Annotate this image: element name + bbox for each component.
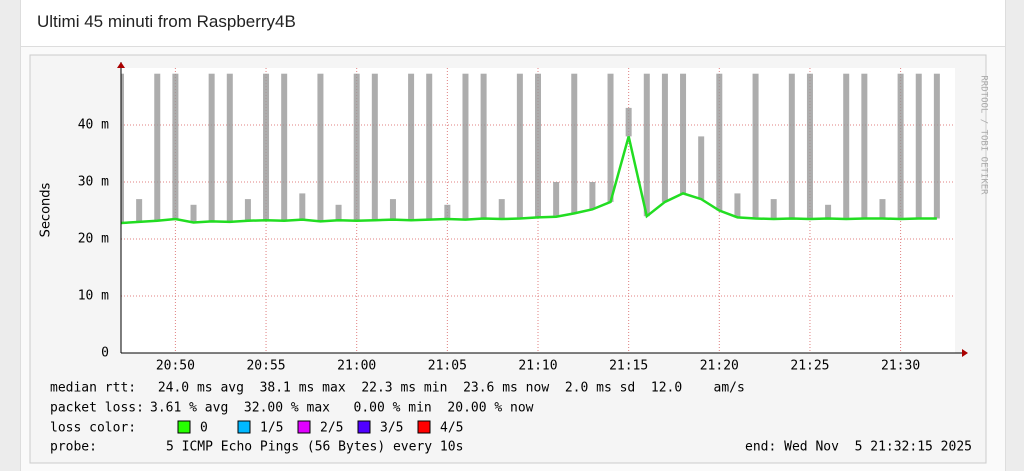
legend-label: 0 <box>200 421 208 436</box>
x-tick-label: 21:20 <box>700 359 739 374</box>
x-tick-label: 21:10 <box>518 359 557 374</box>
smoke-bar <box>553 182 560 217</box>
probe-text: 5 ICMP Echo Pings (56 Bytes) every 10s <box>166 440 463 455</box>
labels: 0 10 m 20 m 30 m 40 m 20:50 20:55 21:00 21:05 21:… <box>50 118 972 455</box>
smoke-bar <box>643 73 650 217</box>
smoke-bar <box>444 204 451 220</box>
end-time: end: Wed Nov 5 21:32:15 2025 <box>745 440 972 455</box>
y-tick-label: 40 m <box>78 118 109 133</box>
smoke-bar <box>263 73 270 221</box>
legend-swatch <box>357 420 371 434</box>
smoke-bar <box>516 73 523 219</box>
smoke-bar <box>661 73 668 202</box>
smoke-bar <box>426 73 433 220</box>
legend-swatch <box>237 420 251 434</box>
smoke-bar <box>897 73 904 220</box>
smoke-bar <box>589 182 596 210</box>
median-line <box>121 136 937 225</box>
stat-label: median rtt: <box>50 381 136 396</box>
legend-swatch <box>417 420 431 434</box>
marks <box>121 73 940 225</box>
smoke-bar <box>462 73 469 220</box>
loss-color-label: loss color: <box>50 421 136 436</box>
smoke-bar <box>680 73 687 194</box>
x-tick-label: 20:55 <box>246 359 285 374</box>
smoke-bar <box>136 199 143 222</box>
y-tick-label: 0 <box>101 346 109 361</box>
smoke-bar <box>716 73 723 211</box>
x-tick-label: 21:00 <box>337 359 376 374</box>
smoke-bar <box>371 73 378 221</box>
smoke-bar <box>788 73 795 219</box>
legend-label: 4/5 <box>440 421 463 436</box>
y-tick-label: 20 m <box>78 232 109 247</box>
y-tick-label: 30 m <box>78 175 109 190</box>
smoke-bar <box>244 199 251 221</box>
card-title: Ultimi 45 minuti from Raspberry4B <box>37 12 296 31</box>
stat-text: 3.61 % avg 32.00 % max 0.00 % min 20.00 … <box>150 401 534 416</box>
smoke-bar <box>208 73 215 222</box>
smoke-bar <box>825 204 832 219</box>
smoke-bar <box>861 73 868 219</box>
smoke-bar <box>734 193 741 218</box>
smoke-bar <box>317 73 324 222</box>
legend-swatch <box>177 420 191 434</box>
legend-label: 2/5 <box>320 421 343 436</box>
y-tick-label: 10 m <box>78 289 109 304</box>
stat-text: 24.0 ms avg 38.1 ms max 22.3 ms min 23.6… <box>150 381 745 396</box>
smoke-bar <box>607 73 614 202</box>
watermark: RRDTOOL / TOBI OETIKER <box>979 75 989 195</box>
y-axis-label: Seconds <box>39 182 54 237</box>
smoke-bar <box>933 73 940 219</box>
smoke-bar <box>121 73 124 224</box>
smoke-bar <box>281 73 288 221</box>
smoke-bar <box>353 73 360 221</box>
smoke-bar <box>770 199 777 220</box>
smoke-bar <box>498 199 505 220</box>
smoke-bar <box>154 73 161 221</box>
stat-label: packet loss: <box>50 401 144 416</box>
x-tick-label: 21:30 <box>881 359 920 374</box>
smoke-bar <box>625 107 632 137</box>
smoke-bar <box>190 204 197 223</box>
legend-label: 3/5 <box>380 421 403 436</box>
smoke-bar <box>571 73 578 214</box>
card-header: Ultimi 45 minuti from Raspberry4B <box>21 0 1005 47</box>
x-tick-label: 20:50 <box>156 359 195 374</box>
smoke-bar <box>408 73 415 221</box>
x-tick-label: 21:05 <box>428 359 467 374</box>
smoke-bar <box>480 73 487 219</box>
smoke-bar <box>843 73 850 220</box>
smoke-bar <box>806 73 813 220</box>
smoke-bar <box>752 73 759 219</box>
smoke-bar <box>915 73 922 219</box>
smoke-bar <box>172 73 179 220</box>
smoke-bar <box>535 73 541 218</box>
x-tick-label: 21:15 <box>609 359 648 374</box>
probe-label: probe: <box>50 440 97 455</box>
x-tick-label: 21:25 <box>790 359 829 374</box>
smoke-bar <box>879 199 886 219</box>
smoke-bar <box>389 199 396 220</box>
smoke-bar <box>335 204 342 221</box>
legend-swatch <box>297 420 311 434</box>
smoke-bar <box>698 136 705 200</box>
smoke-bar <box>226 73 233 222</box>
smoke-bar <box>299 193 306 220</box>
legend-label: 1/5 <box>260 421 283 436</box>
